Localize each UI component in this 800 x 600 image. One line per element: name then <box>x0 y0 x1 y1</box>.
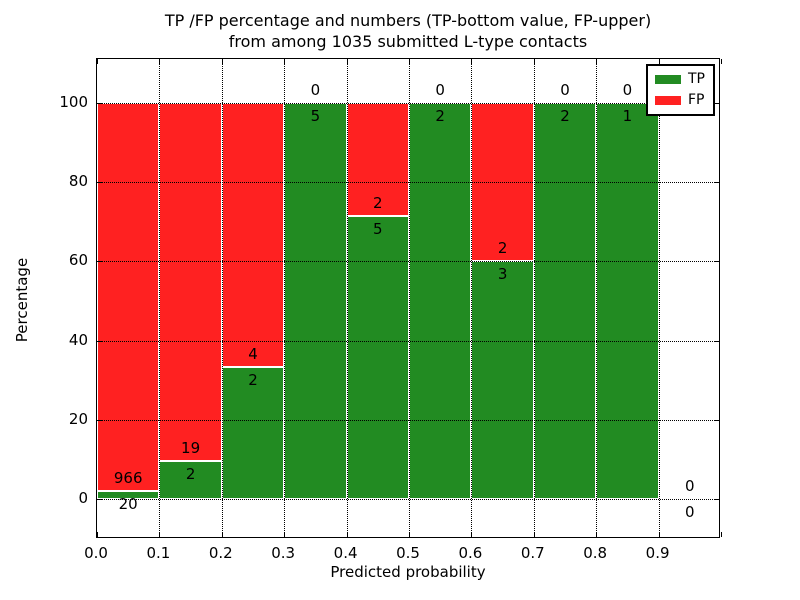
y-tick-label: 40 <box>68 330 88 349</box>
x-tick-label: 0.4 <box>333 544 358 562</box>
x-tick-label: 0.1 <box>146 544 171 562</box>
fp-count-label: 0 <box>560 81 570 99</box>
bar-tp-segment <box>221 367 285 499</box>
fp-count-label: 0 <box>685 477 695 495</box>
legend-row-tp: TP <box>655 71 705 88</box>
tp-count-label: 2 <box>435 107 445 125</box>
chart-title-line2: from among 1035 submitted L-type contact… <box>228 32 588 51</box>
fp-count-label: 2 <box>373 194 383 213</box>
bars-layer <box>97 59 719 537</box>
tp-legend-label: TP <box>688 71 705 87</box>
x-tick-label: 0.7 <box>520 544 545 562</box>
y-tick-label: 60 <box>68 251 88 270</box>
x-tick-label: 0.3 <box>271 544 296 562</box>
tp-count-label: 2 <box>185 465 196 484</box>
bar-tp-segment <box>97 490 160 499</box>
tp-count-label: 5 <box>373 220 383 239</box>
bar-tp-segment <box>346 216 409 499</box>
x-tick-bottom <box>721 532 722 537</box>
tp-count-label: 5 <box>310 107 321 125</box>
x-tick-top <box>721 59 722 64</box>
fp-count-label: 2 <box>497 239 508 258</box>
chart-title: TP /FP percentage and numbers (TP-bottom… <box>96 10 720 52</box>
bar-tp-segment <box>284 103 347 499</box>
fp-count-label: 4 <box>248 345 258 363</box>
bar-tp-segment <box>596 103 659 499</box>
y-tick-label: 80 <box>68 172 88 191</box>
bar-fp-segment <box>159 103 222 462</box>
x-tick-label: 0.6 <box>458 544 483 562</box>
x-tick-label: 0.5 <box>396 544 420 562</box>
tp-count-label: 2 <box>248 371 258 389</box>
y-tick-label: 20 <box>68 409 88 428</box>
legend-row-fp: FP <box>655 92 705 109</box>
fp-count-label: 0 <box>435 81 445 99</box>
tp-legend-swatch <box>655 75 681 84</box>
tp-count-label: 3 <box>497 265 508 284</box>
tp-count-label: 0 <box>685 503 695 521</box>
tp-count-label: 2 <box>560 107 570 125</box>
fp-count-label: 0 <box>310 81 321 99</box>
x-tick-label: 0.8 <box>583 544 608 562</box>
y-tick-label: 0 <box>78 489 88 507</box>
tp-count-label: 20 <box>118 494 138 513</box>
tp-count-label: 1 <box>622 107 633 125</box>
fp-legend-label: FP <box>688 92 705 108</box>
plot-area: 966 20 19 2 4 2 0 5 2 5 0 2 2 3 0 2 0 1 0 0 <box>96 58 722 538</box>
bar-fp-segment <box>346 103 409 217</box>
x-tick-label: 0.9 <box>645 544 670 562</box>
y-axis-label: Percentage <box>13 257 31 343</box>
x-axis-label: Predicted probability <box>330 563 486 581</box>
bar-tp-segment <box>409 103 472 499</box>
fp-count-label: 19 <box>181 439 201 458</box>
x-tick-label: 0.0 <box>84 544 108 562</box>
fp-count-label: 966 <box>113 468 143 487</box>
bar-labels-layer: 966 20 19 2 4 2 0 5 2 5 0 2 2 3 0 2 0 1 0 0 <box>97 59 719 537</box>
legend: TP FP <box>646 64 715 116</box>
bar-fp-segment <box>97 103 160 491</box>
fp-legend-swatch <box>655 96 681 105</box>
chart-title-line1: TP /FP percentage and numbers (TP-bottom… <box>164 11 652 30</box>
y-tick-label: 100 <box>59 93 88 111</box>
x-tick-label: 0.2 <box>208 544 233 562</box>
fp-count-label: 0 <box>622 81 633 99</box>
